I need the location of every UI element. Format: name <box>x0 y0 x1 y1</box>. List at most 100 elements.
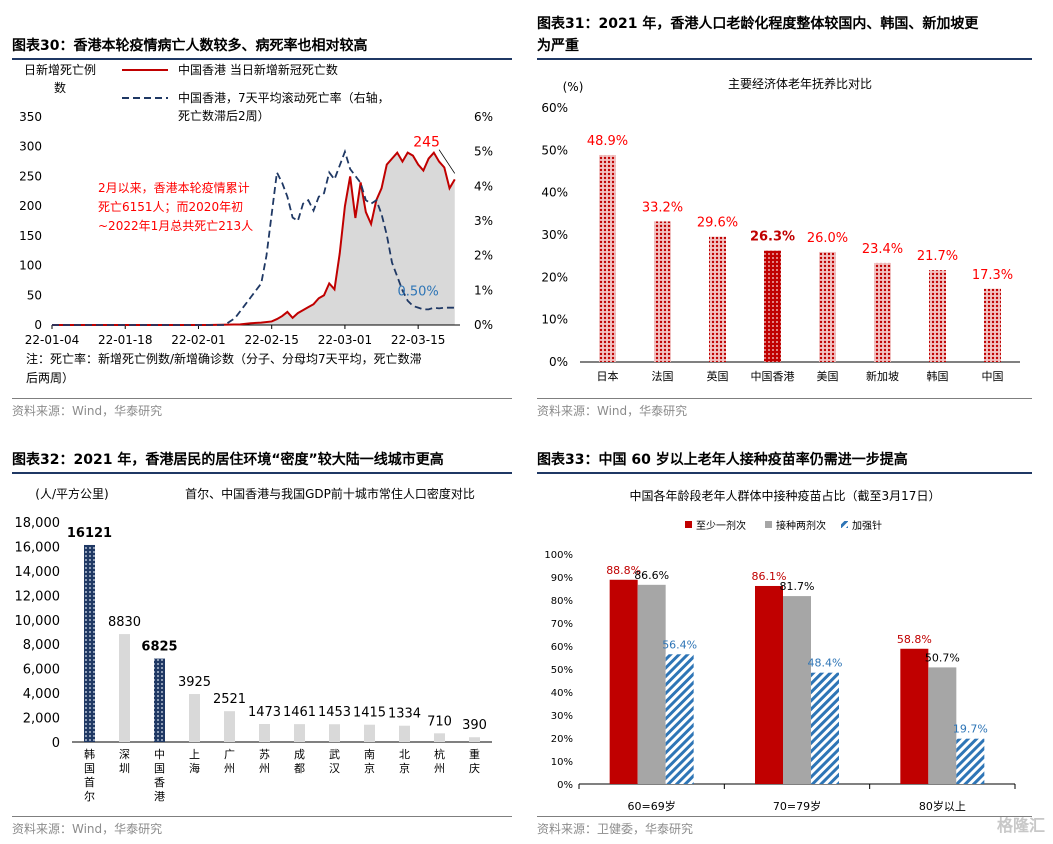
x-category-label: 新加坡 <box>866 369 899 383</box>
x-category-label: 圳 <box>119 762 130 775</box>
x-category-label: 韩 <box>84 747 95 761</box>
y-left-tick: 100 <box>19 259 42 273</box>
bar <box>709 236 726 362</box>
bar <box>609 579 638 784</box>
y-left-tick: 300 <box>19 140 42 154</box>
x-category-label: 苏 <box>259 748 270 761</box>
legend-label: 加强针 <box>852 519 882 532</box>
chart-31-title-rule <box>537 58 1032 60</box>
y-tick: 50% <box>541 143 568 157</box>
chart-30-note-line1: 注：死亡率：新增死亡例数/新增确诊数（分子、分母均7天平均，死亡数滞 <box>26 351 422 366</box>
bar <box>84 544 95 742</box>
y-tick: 2,000 <box>23 712 60 727</box>
x-category-label: 香 <box>154 776 165 789</box>
legend-label-rate-line1: 中国香港，7天平均滚动死亡率（右轴， <box>178 90 390 105</box>
bar-value-label: 16121 <box>67 526 112 541</box>
legend-swatch <box>765 521 772 528</box>
y-tick: 20% <box>541 270 568 284</box>
chart-33-title: 图表33：中国 60 岁以上老年人接种疫苗率仍需进一步提高 <box>537 452 908 468</box>
y-tick: 14,000 <box>15 565 61 580</box>
y-left-tick: 250 <box>19 169 42 183</box>
legend-label-rate-line2: 死亡数滞后2周） <box>178 108 270 123</box>
bar <box>399 725 410 742</box>
x-category-label: 京 <box>399 761 410 775</box>
chart-33-source: 资料来源：卫健委，华泰研究 <box>537 822 694 836</box>
bar <box>811 672 839 784</box>
bar-value-label: 29.6% <box>697 216 738 231</box>
x-category-label: 北 <box>399 748 410 761</box>
y-right-tick: 2% <box>474 249 493 263</box>
x-category-label: 南 <box>364 748 375 761</box>
x-category-label: 武 <box>329 748 340 761</box>
y-tick: 90% <box>551 573 573 584</box>
x-category-label: 汉 <box>329 762 340 775</box>
x-category-label: 尔 <box>84 790 95 803</box>
deaths-line <box>52 150 456 326</box>
bar-value-label: 2521 <box>213 692 246 707</box>
x-category-label: 70=79岁 <box>773 799 821 813</box>
bar-value-label: 1461 <box>283 705 316 720</box>
bar <box>154 658 165 742</box>
oldage-chart: (%) 主要经济体老年抚养比对比 60% 50% 40% 30% 20% 10% 0% 48.9%… <box>541 76 1020 383</box>
bar-value-label: 58.8% <box>897 633 932 646</box>
chart-31-bottom-rule <box>537 398 1032 399</box>
y-tick: 0% <box>549 355 568 369</box>
bar-value-label: 86.6% <box>634 569 669 582</box>
bar <box>469 737 480 742</box>
bar-value-label: 88.8% <box>606 564 641 577</box>
bar-value-label: 26.3% <box>750 230 795 245</box>
bar <box>364 724 375 742</box>
deaths-area <box>52 152 455 325</box>
legend-label: 至少一剂次 <box>696 519 746 532</box>
x-category-label: 国 <box>154 762 165 775</box>
x-category-label: 法国 <box>652 369 674 383</box>
y-right-tick: 5% <box>474 145 493 159</box>
bar-value-label: 81.7% <box>780 580 815 593</box>
annotation-line: ~2022年1月总共死亡213人 <box>98 219 253 233</box>
legend-swatch <box>841 521 848 528</box>
bar <box>929 270 946 362</box>
x-category-label: 京 <box>364 761 375 775</box>
bar-value-label: 17.3% <box>972 268 1013 283</box>
y-tick: 12,000 <box>15 589 61 604</box>
rate-last-label: 0.50% <box>397 285 438 300</box>
y-tick: 80% <box>551 596 573 607</box>
bar-value-label: 86.1% <box>752 570 787 583</box>
bar-value-label: 390 <box>462 718 487 733</box>
chart-33-bottom-rule <box>537 816 1032 817</box>
bar <box>119 634 130 742</box>
y-unit-label: (人/平方公里) <box>35 486 108 501</box>
y-right-tick: 1% <box>474 283 493 297</box>
chart-32-title-rule <box>12 472 512 474</box>
chart-33-title-rule <box>537 472 1032 474</box>
bar-value-label: 1334 <box>388 707 421 722</box>
y-left-tick: 150 <box>19 229 42 243</box>
x-tick-label: 22-01-04 <box>25 333 79 347</box>
chart-30-source: 资料来源：Wind，华泰研究 <box>12 404 163 418</box>
legend-label-deaths: 中国香港 当日新增新冠死亡数 <box>178 62 338 77</box>
x-tick-label: 22-02-01 <box>171 333 225 347</box>
x-category-label: 杭 <box>434 747 445 761</box>
density-chart: (人/平方公里) 首尔、中国香港与我国GDP前十城市常住人口密度对比 18,000 1… <box>15 486 492 803</box>
y-left-tick: 50 <box>27 288 42 302</box>
x-tick-label: 22-03-01 <box>318 333 372 347</box>
bar-value-label: 3925 <box>178 675 211 690</box>
bar-value-label: 23.4% <box>862 242 903 257</box>
y-tick: 20% <box>551 734 573 745</box>
chart-33-subtitle: 中国各年龄段老年人群体中接种疫苗占比（截至3月17日） <box>630 488 941 503</box>
y-right-tick: 6% <box>474 110 493 124</box>
y-left-tick: 200 <box>19 199 42 213</box>
x-category-label: 广 <box>224 748 235 761</box>
bar <box>654 221 671 362</box>
bar <box>764 250 781 362</box>
bar <box>294 724 305 742</box>
deaths-last-label: 245 <box>413 135 440 151</box>
bar-value-label: 21.7% <box>917 249 958 264</box>
x-category-label: 深 <box>119 748 130 761</box>
y-tick: 16,000 <box>15 540 61 555</box>
x-category-label: 80岁以上 <box>919 799 966 813</box>
watermark-logo: 格隆汇 <box>996 816 1045 835</box>
bar-value-label: 48.4% <box>808 657 843 670</box>
bar-value-label: 1473 <box>248 705 281 720</box>
y-left-label-line1: 日新增死亡例 <box>24 62 96 77</box>
